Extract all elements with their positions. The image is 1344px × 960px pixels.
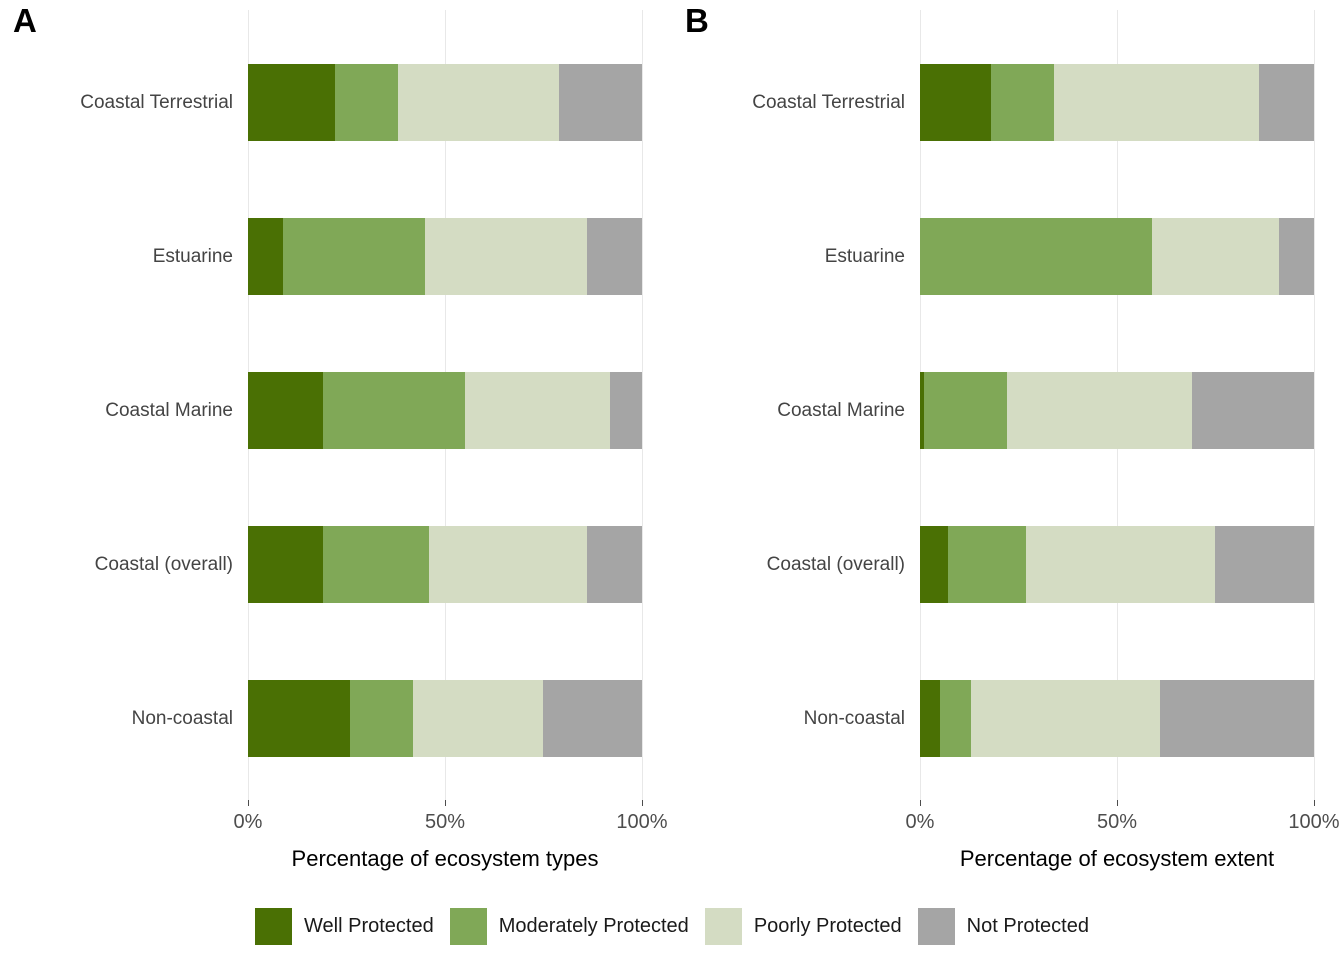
category-label-estuarine: Estuarine [824, 245, 905, 267]
x-tick-label-100: 100% [616, 811, 668, 833]
x-tick-mark-50 [444, 800, 446, 806]
segment-estuarine-poorly-protected [425, 218, 587, 295]
segment-coastal-marine-well-protected [920, 372, 924, 449]
segment-non-coastal-moderately-protected [350, 680, 414, 757]
segment-coastal-terrestrial-not-protected [1258, 64, 1314, 141]
category-label-non-coastal: Non-coastal [803, 707, 905, 729]
segment-non-coastal-not-protected [1160, 680, 1314, 757]
segment-coastal-marine-not-protected [610, 372, 642, 449]
bar-row-coastal-overall [920, 526, 1314, 603]
x-tick-mark-0 [919, 800, 921, 806]
category-label-coastal-terrestrial: Coastal Terrestrial [752, 91, 905, 113]
segment-coastal-marine-moderately-protected [322, 372, 465, 449]
segment-coastal-overall-well-protected [248, 526, 323, 603]
panel-a-x-axis-title: Percentage of ecosystem types [291, 846, 599, 871]
panel-b: B Percentage of ecosystem extent 0% 50% 10… [672, 0, 1344, 900]
bar-row-non-coastal [248, 680, 642, 757]
segment-coastal-overall-not-protected [586, 526, 642, 603]
x-tick-label-0: 0% [905, 811, 935, 833]
bar-row-coastal-marine [248, 372, 642, 449]
segment-estuarine-well-protected [248, 218, 284, 295]
legend-label-moderately-protected: Moderately Protected [498, 914, 689, 937]
segment-coastal-marine-moderately-protected [923, 372, 1007, 449]
panel-a: A Percentage of ecosystem types 0% 50% 100… [0, 0, 672, 900]
segment-non-coastal-not-protected [543, 680, 642, 757]
x-tick-mark-50 [1116, 800, 1118, 806]
legend-label-well-protected: Well Protected [304, 914, 434, 937]
panel-b-title: B [685, 2, 709, 39]
x-tick-mark-100 [1313, 800, 1315, 806]
segment-non-coastal-poorly-protected [413, 680, 544, 757]
legend-item-not-protected: Not Protected [917, 907, 1089, 945]
category-label-coastal-marine: Coastal Marine [105, 399, 233, 421]
legend-swatch-poorly-protected [704, 907, 742, 945]
segment-coastal-terrestrial-poorly-protected [397, 64, 560, 141]
legend: Well Protected Moderately Protected Poorly… [0, 902, 1344, 950]
x-tick-label-100: 100% [1288, 811, 1340, 833]
segment-non-coastal-well-protected [248, 680, 351, 757]
bar-row-estuarine [920, 218, 1314, 295]
bar-row-coastal-overall [248, 526, 642, 603]
legend-swatch-not-protected [917, 907, 955, 945]
x-tick-label-50: 50% [424, 811, 466, 833]
segment-non-coastal-poorly-protected [971, 680, 1161, 757]
category-label-coastal-marine: Coastal Marine [777, 399, 905, 421]
legend-label-poorly-protected: Poorly Protected [753, 914, 902, 937]
bar-row-coastal-marine [920, 372, 1314, 449]
legend-swatch-well-protected [255, 907, 293, 945]
x-tick-label-50: 50% [1096, 811, 1138, 833]
bar-row-coastal-terrestrial [920, 64, 1314, 141]
category-label-coastal-terrestrial: Coastal Terrestrial [80, 91, 233, 113]
bar-row-estuarine [248, 218, 642, 295]
segment-coastal-marine-poorly-protected [1006, 372, 1192, 449]
segment-coastal-terrestrial-not-protected [559, 64, 642, 141]
category-label-estuarine: Estuarine [152, 245, 233, 267]
gridline-100 [1313, 10, 1315, 800]
segment-coastal-overall-moderately-protected [947, 526, 1027, 603]
segment-non-coastal-moderately-protected [939, 680, 972, 757]
segment-coastal-marine-poorly-protected [464, 372, 611, 449]
segment-estuarine-not-protected [586, 218, 642, 295]
panel-a-plot-area [247, 10, 643, 800]
segment-coastal-marine-not-protected [1191, 372, 1314, 449]
x-tick-label-0: 0% [233, 811, 263, 833]
segment-coastal-overall-poorly-protected [1026, 526, 1216, 603]
legend-item-well-protected: Well Protected [255, 907, 434, 945]
segment-coastal-overall-not-protected [1215, 526, 1314, 603]
panel-a-title: A [13, 2, 37, 39]
segment-coastal-terrestrial-moderately-protected [990, 64, 1054, 141]
panel-b-plot-area [919, 10, 1315, 800]
gridline-100 [641, 10, 643, 800]
segment-non-coastal-well-protected [920, 680, 940, 757]
segment-coastal-terrestrial-well-protected [248, 64, 335, 141]
segment-coastal-marine-well-protected [248, 372, 323, 449]
category-label-coastal-overall: Coastal (overall) [94, 553, 233, 575]
legend-item-poorly-protected: Poorly Protected [704, 907, 902, 945]
legend-item-moderately-protected: Moderately Protected [449, 907, 689, 945]
segment-coastal-terrestrial-well-protected [920, 64, 991, 141]
segment-coastal-overall-well-protected [920, 526, 948, 603]
panel-b-x-axis-title: Percentage of ecosystem extent [959, 846, 1275, 871]
segment-coastal-overall-moderately-protected [322, 526, 430, 603]
category-label-non-coastal: Non-coastal [131, 707, 233, 729]
bar-row-coastal-terrestrial [248, 64, 642, 141]
legend-label-not-protected: Not Protected [966, 914, 1089, 937]
x-tick-mark-0 [247, 800, 249, 806]
legend-swatch-moderately-protected [449, 907, 487, 945]
segment-estuarine-poorly-protected [1152, 218, 1279, 295]
segment-estuarine-moderately-protected [920, 218, 1153, 295]
segment-estuarine-moderately-protected [283, 218, 426, 295]
bar-row-non-coastal [920, 680, 1314, 757]
segment-coastal-terrestrial-poorly-protected [1053, 64, 1259, 141]
category-label-coastal-overall: Coastal (overall) [766, 553, 905, 575]
segment-coastal-terrestrial-moderately-protected [334, 64, 398, 141]
segment-coastal-overall-poorly-protected [429, 526, 587, 603]
segment-estuarine-not-protected [1278, 218, 1314, 295]
x-tick-mark-100 [641, 800, 643, 806]
